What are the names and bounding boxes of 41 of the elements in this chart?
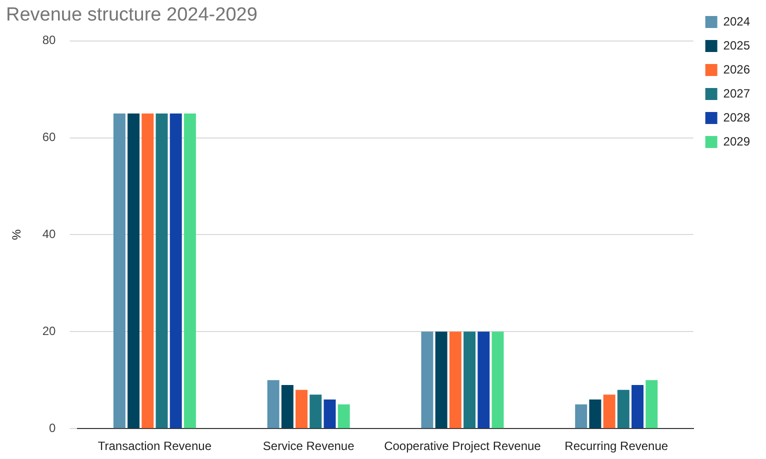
- x-tick-label: Transaction Revenue: [98, 439, 212, 454]
- bar: [589, 400, 602, 428]
- bar: [113, 114, 126, 428]
- bar: [310, 394, 322, 428]
- bar: [617, 390, 630, 428]
- x-tick-label: Service Revenue: [262, 439, 355, 454]
- legend-label: 2027: [723, 86, 750, 100]
- bar: [575, 404, 588, 428]
- bar: [421, 332, 434, 428]
- y-tick-label: 40: [42, 227, 56, 242]
- bar: [632, 384, 644, 428]
- legend-label: 2024: [723, 14, 750, 28]
- bar: [281, 384, 294, 428]
- bar: [646, 380, 658, 428]
- bar: [449, 332, 462, 428]
- bar: [142, 114, 154, 428]
- legend-label: 2028: [723, 110, 750, 124]
- y-tick-label: 60: [42, 130, 56, 144]
- legend-label: 2029: [723, 134, 750, 148]
- y-tick-label: 20: [42, 324, 56, 338]
- bar: [128, 114, 140, 428]
- bar: [435, 332, 448, 428]
- bar: [296, 390, 308, 428]
- x-tick-label: Recurring Revenue: [564, 439, 668, 454]
- y-tick-label: 0: [49, 420, 56, 435]
- legend-label: 2026: [723, 62, 750, 76]
- y-axis-title: %: [10, 229, 24, 240]
- bar: [338, 404, 350, 428]
- bar: [464, 332, 476, 428]
- bar: [478, 332, 490, 428]
- bar: [492, 332, 504, 428]
- bar: [184, 114, 196, 428]
- bar: [156, 114, 168, 428]
- y-tick-label: 80: [42, 33, 56, 48]
- bar: [324, 400, 336, 428]
- x-tick-label: Cooperative Project Revenue: [384, 439, 542, 454]
- legend-label: 2025: [723, 38, 750, 52]
- chart-title: Revenue structure 2024-2029: [6, 4, 258, 26]
- bar: [267, 380, 280, 428]
- bar: [170, 114, 182, 428]
- bar: [603, 394, 616, 428]
